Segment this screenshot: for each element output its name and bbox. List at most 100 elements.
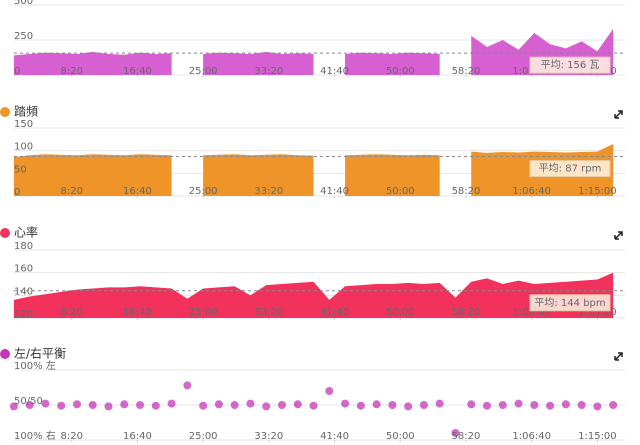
- x-tick-label: 8:20: [60, 66, 82, 77]
- x-tick-label: 1:06:40: [512, 307, 551, 318]
- point: [419, 401, 428, 409]
- title-dot: [0, 349, 10, 359]
- title-dot: [0, 107, 10, 117]
- point: [546, 401, 555, 410]
- point: [593, 402, 602, 411]
- average-label: 平均: 87 rpm: [539, 163, 602, 175]
- point: [25, 401, 34, 409]
- point: [277, 401, 286, 409]
- x-tick-label: 58:20: [452, 431, 481, 442]
- y-tick-label: 500: [14, 0, 33, 7]
- x-tick-label: 41:40: [320, 307, 349, 318]
- x-tick-label: 25:00: [189, 186, 218, 197]
- average-box: [529, 294, 611, 312]
- y-tick-label: 100% 左: [14, 359, 56, 372]
- point: [72, 400, 81, 409]
- x-tick-label: 41:40: [320, 431, 349, 442]
- x-tick-label: 33:20: [254, 431, 283, 442]
- title-dot: [0, 228, 10, 238]
- point: [356, 401, 365, 410]
- point: [372, 400, 381, 409]
- point: [341, 399, 350, 408]
- x-tick-label: 58:20: [452, 186, 481, 197]
- average-label: 平均: 144 bpm: [534, 297, 605, 309]
- x-tick-label: 33:20: [254, 186, 283, 197]
- x-tick-label: 16:40: [123, 431, 152, 442]
- point: [467, 400, 476, 409]
- point: [498, 401, 507, 409]
- x-tick-label: 50:00: [386, 431, 415, 442]
- average-box: [529, 56, 611, 74]
- point: [167, 399, 176, 408]
- point: [88, 401, 97, 409]
- point: [104, 402, 113, 411]
- point: [435, 399, 444, 408]
- x-tick-label: 1:15:00: [578, 307, 617, 318]
- y-tick-label: 0: [14, 187, 20, 198]
- x-tick-label: 50:00: [386, 66, 415, 77]
- y-tick-label: 50/50: [14, 396, 43, 407]
- y-tick-label: 120: [14, 309, 33, 320]
- point: [136, 401, 145, 409]
- point: [262, 402, 271, 411]
- panel-title: 心率: [14, 225, 38, 240]
- y-tick-label: 50: [14, 164, 27, 175]
- x-tick-label: 25:00: [189, 307, 218, 318]
- y-tick-label: 180: [14, 241, 33, 252]
- point: [151, 401, 160, 410]
- y-tick-label: 250: [14, 31, 33, 42]
- point: [388, 401, 397, 409]
- x-tick-label: 33:20: [254, 307, 283, 318]
- area: [13, 28, 614, 75]
- point: [293, 400, 302, 409]
- point: [404, 402, 413, 411]
- x-tick-label: 1:06:40: [512, 431, 551, 442]
- x-tick-label: 8:20: [60, 431, 82, 442]
- point: [183, 381, 192, 390]
- x-tick-label: 50:00: [386, 186, 415, 197]
- point: [214, 400, 223, 409]
- point: [9, 402, 18, 411]
- x-tick-label: 58:20: [452, 66, 481, 77]
- panel-title: 踏頻: [14, 105, 38, 119]
- y-tick-label: 160: [14, 264, 33, 275]
- point: [609, 401, 618, 409]
- x-tick-label: 1:06:40: [512, 186, 551, 197]
- x-tick-label: 25:00: [189, 431, 218, 442]
- x-tick-label: 1:15:00: [578, 186, 617, 197]
- x-tick-label: 41:40: [320, 66, 349, 77]
- y-tick-label: 140: [14, 286, 33, 297]
- point: [230, 401, 239, 409]
- point: [120, 400, 129, 409]
- point: [561, 400, 570, 409]
- point: [309, 401, 318, 410]
- x-tick-label: 16:40: [123, 307, 152, 318]
- panel-title: 左/右平衡: [14, 346, 66, 361]
- point: [199, 401, 208, 410]
- y-tick-label: 150: [14, 119, 33, 130]
- point: [530, 401, 539, 409]
- area: [13, 272, 614, 318]
- x-tick-label: 8:20: [60, 307, 82, 318]
- x-tick-label: 41:40: [320, 186, 349, 197]
- y-tick-label: 100% 右: [14, 429, 56, 442]
- point: [57, 401, 66, 410]
- x-tick-label: 33:20: [254, 66, 283, 77]
- x-tick-label: 58:20: [452, 307, 481, 318]
- x-tick-label: 1:15:00: [578, 431, 617, 442]
- point: [41, 399, 50, 408]
- point: [325, 387, 334, 395]
- area: [13, 143, 614, 196]
- y-tick-label: 100: [14, 142, 33, 153]
- point: [451, 429, 460, 437]
- point: [514, 399, 523, 408]
- x-tick-label: 16:40: [123, 186, 152, 197]
- x-tick-label: 25:00: [189, 66, 218, 77]
- x-tick-label: 16:40: [123, 66, 152, 77]
- expand-icons[interactable]: [614, 110, 623, 361]
- x-tick-label: 8:20: [60, 186, 82, 197]
- average-box: [529, 160, 611, 178]
- point: [483, 401, 492, 410]
- point: [246, 399, 255, 408]
- x-tick-label: 50:00: [386, 307, 415, 318]
